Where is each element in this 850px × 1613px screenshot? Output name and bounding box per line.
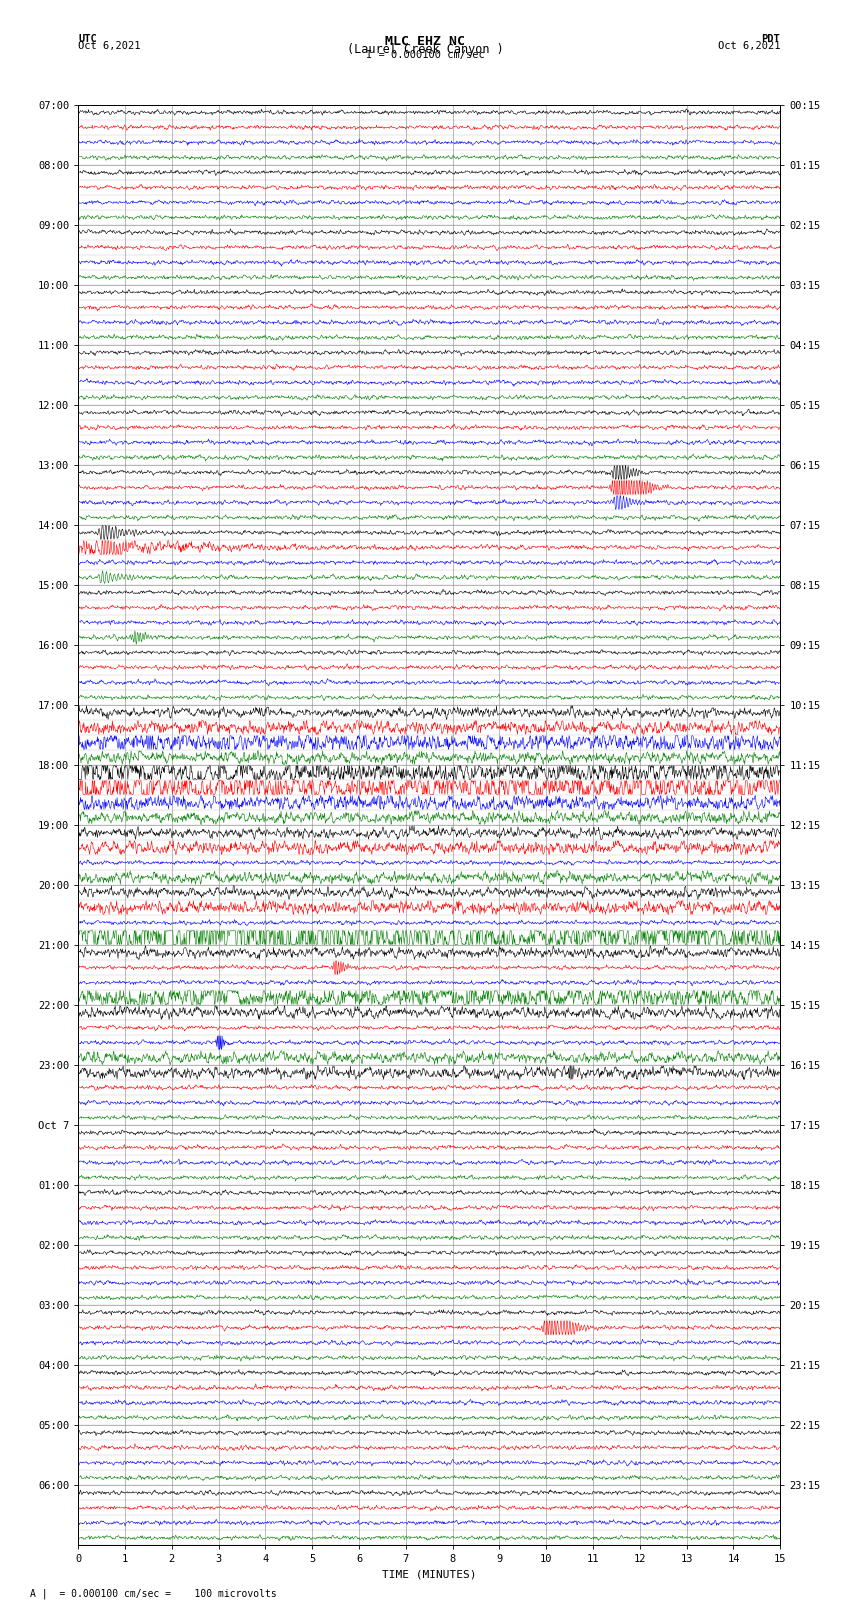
Text: UTC: UTC bbox=[78, 34, 97, 44]
Text: Oct 6,2021: Oct 6,2021 bbox=[78, 40, 141, 52]
Text: MLC EHZ NC: MLC EHZ NC bbox=[385, 35, 465, 48]
Text: (Laurel Creek Canyon ): (Laurel Creek Canyon ) bbox=[347, 44, 503, 56]
Text: I = 0.000100 cm/sec: I = 0.000100 cm/sec bbox=[366, 50, 484, 60]
X-axis label: TIME (MINUTES): TIME (MINUTES) bbox=[382, 1569, 477, 1579]
Text: PDT: PDT bbox=[762, 34, 780, 44]
Text: A |  = 0.000100 cm/sec =    100 microvolts: A | = 0.000100 cm/sec = 100 microvolts bbox=[30, 1589, 276, 1600]
Text: Oct 6,2021: Oct 6,2021 bbox=[717, 40, 780, 52]
